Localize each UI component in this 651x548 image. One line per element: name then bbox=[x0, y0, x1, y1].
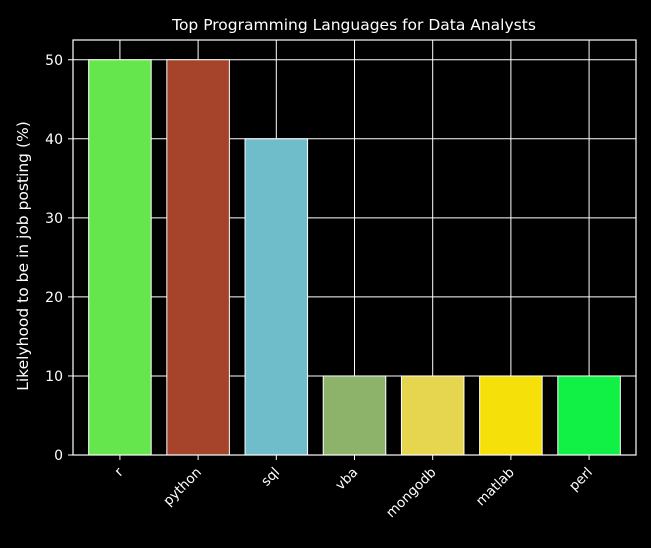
x-tick-label-python: python bbox=[160, 465, 205, 510]
x-tick-label-sql: sql bbox=[258, 465, 283, 490]
bar-mongodb bbox=[400, 375, 465, 456]
bar-r bbox=[88, 59, 152, 456]
y-tick-label: 10 bbox=[45, 369, 63, 385]
x-tick-label-perl: perl bbox=[566, 465, 596, 495]
x-tick-label-vba: vba bbox=[332, 465, 361, 494]
y-axis-ticks: 0 10 20 30 40 50 bbox=[45, 53, 73, 464]
bars bbox=[88, 59, 621, 456]
x-tick-label-matlab: matlab bbox=[473, 465, 518, 510]
bar-sql bbox=[244, 138, 309, 456]
x-axis-ticks: r python sql vba mongodb matlab perl bbox=[111, 455, 596, 522]
y-tick-label: 50 bbox=[45, 53, 63, 69]
x-tick-label-r: r bbox=[111, 464, 127, 480]
bar-vba bbox=[322, 375, 387, 456]
chart-title: Top Programming Languages for Data Analy… bbox=[171, 16, 536, 34]
x-tick-label-mongodb: mongodb bbox=[383, 465, 440, 522]
bar-matlab bbox=[479, 375, 543, 456]
y-tick-label: 40 bbox=[45, 132, 63, 148]
y-tick-label: 20 bbox=[45, 290, 63, 306]
bar-perl bbox=[557, 375, 621, 456]
bar-python bbox=[166, 59, 230, 456]
y-tick-label: 0 bbox=[54, 448, 63, 464]
y-axis-label: Likelyhood to be in job posting (%) bbox=[14, 121, 32, 391]
y-tick-label: 30 bbox=[45, 211, 63, 227]
